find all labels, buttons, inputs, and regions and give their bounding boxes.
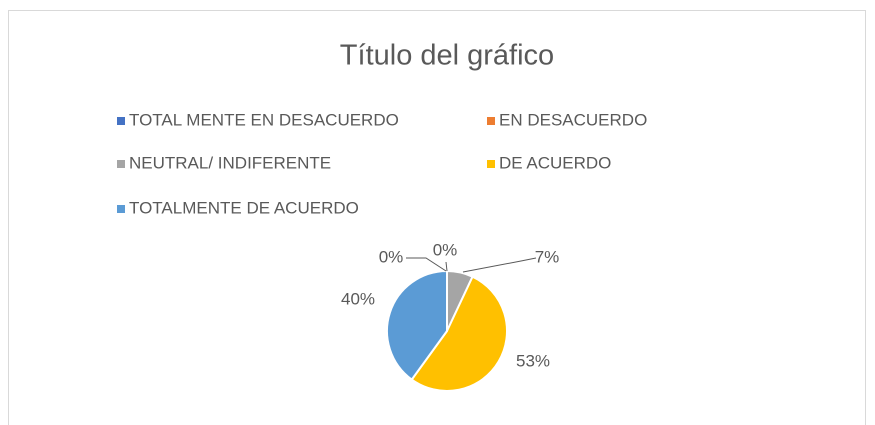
leader-line — [406, 257, 447, 272]
leader-line — [445, 261, 448, 272]
chart-title: Título del gráfico — [340, 40, 554, 72]
pie-slice — [410, 275, 508, 392]
legend-label: TOTAL MENTE EN DESACUERDO — [129, 110, 399, 129]
legend-swatch — [487, 117, 495, 125]
data-label: 40% — [341, 289, 375, 308]
data-label: 0% — [379, 247, 404, 266]
legend-label: TOTALMENTE DE ACUERDO — [129, 198, 359, 217]
legend-swatch — [117, 160, 125, 168]
pie-slice — [386, 269, 448, 381]
data-label: 0% — [433, 240, 458, 259]
legend-label: DE ACUERDO — [499, 153, 611, 172]
legend-swatch — [117, 205, 125, 213]
legend-swatch — [487, 160, 495, 168]
data-label: 53% — [516, 351, 550, 370]
leader-line — [462, 257, 537, 273]
legend-label: NEUTRAL/ INDIFERENTE — [129, 153, 331, 172]
legend-swatch — [117, 117, 125, 125]
data-label: 7% — [535, 247, 560, 266]
legend-label: EN DESACUERDO — [499, 110, 647, 129]
